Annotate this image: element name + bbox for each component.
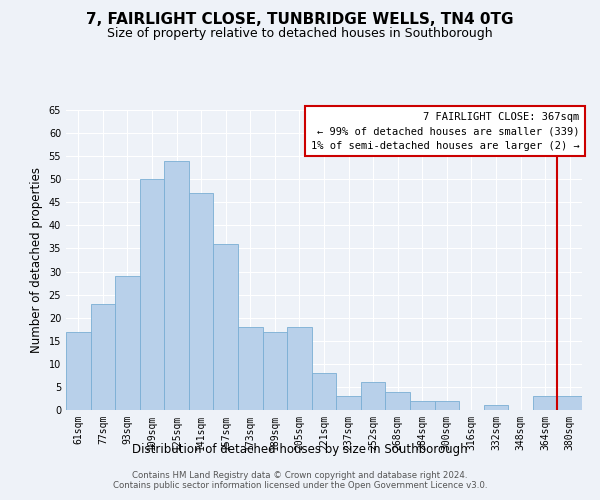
Bar <box>214 244 238 410</box>
Bar <box>336 396 361 410</box>
Y-axis label: Number of detached properties: Number of detached properties <box>30 167 43 353</box>
Text: Distribution of detached houses by size in Southborough: Distribution of detached houses by size … <box>132 442 468 456</box>
Bar <box>361 382 385 410</box>
Bar <box>484 406 508 410</box>
Bar <box>238 327 263 410</box>
Bar <box>189 193 214 410</box>
Bar <box>140 179 164 410</box>
Bar <box>164 161 189 410</box>
Bar <box>410 401 434 410</box>
Text: 7 FAIRLIGHT CLOSE: 367sqm
← 99% of detached houses are smaller (339)
1% of semi-: 7 FAIRLIGHT CLOSE: 367sqm ← 99% of detac… <box>311 112 580 151</box>
Bar <box>91 304 115 410</box>
Bar <box>287 327 312 410</box>
Text: Size of property relative to detached houses in Southborough: Size of property relative to detached ho… <box>107 28 493 40</box>
Bar <box>557 396 582 410</box>
Bar <box>115 276 140 410</box>
Text: Contains HM Land Registry data © Crown copyright and database right 2024.
Contai: Contains HM Land Registry data © Crown c… <box>113 470 487 490</box>
Bar <box>434 401 459 410</box>
Bar <box>66 332 91 410</box>
Bar <box>385 392 410 410</box>
Bar <box>533 396 557 410</box>
Text: 7, FAIRLIGHT CLOSE, TUNBRIDGE WELLS, TN4 0TG: 7, FAIRLIGHT CLOSE, TUNBRIDGE WELLS, TN4… <box>86 12 514 28</box>
Bar <box>312 373 336 410</box>
Bar <box>263 332 287 410</box>
